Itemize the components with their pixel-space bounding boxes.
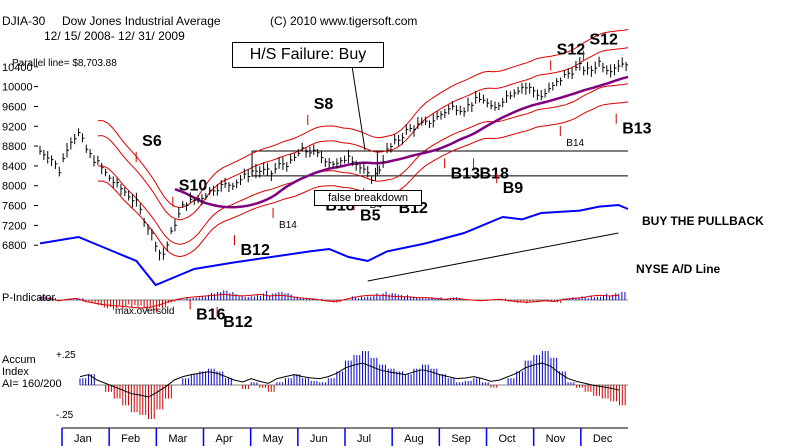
signal-label: B16 <box>196 307 225 324</box>
y-tick-label: 8000 <box>2 181 26 193</box>
hs-failure-label: H/S Failure: Buy <box>249 46 367 63</box>
signal-label: B14 <box>279 220 297 231</box>
signal-label: B18 <box>480 165 509 182</box>
month-label: Apr <box>216 433 233 445</box>
false-breakdown-box: false breakdown <box>314 190 422 206</box>
signal-label: B12 <box>223 314 252 331</box>
signal-label: B9 <box>503 180 524 197</box>
signal-label: S6 <box>142 133 162 150</box>
accum-label-1: Accum <box>2 354 36 366</box>
accum-ma <box>79 362 620 398</box>
p-indicator-ma <box>39 293 619 309</box>
p-indicator-label: P-Indicator <box>2 292 56 304</box>
y-tick-label: 8800 <box>2 141 26 153</box>
accum-plus-label: +.25 <box>56 350 76 361</box>
y-tick-label: 7200 <box>2 220 26 232</box>
accum-minus-label: -.25 <box>56 410 74 421</box>
signal-label: B13 <box>622 121 651 138</box>
signal-label: S8 <box>314 96 334 113</box>
hs-failure-box: H/S Failure: Buy <box>232 42 384 68</box>
month-label: Feb <box>121 433 140 445</box>
signal-label: S12 <box>589 31 618 48</box>
signal-label: B13 <box>451 165 480 182</box>
moving-average-line <box>174 75 629 209</box>
signal-label: B5 <box>360 207 381 224</box>
parallel-line-label: Parallel line= $8,703.88 <box>12 58 117 69</box>
false-breakdown-label: false breakdown <box>327 192 409 204</box>
month-label: Mar <box>168 433 187 445</box>
y-tick-label: 7600 <box>2 201 26 213</box>
y-tick-label: 10000 <box>2 82 33 94</box>
accum-label-3: AI= 160/200 <box>2 378 62 390</box>
chart-index-name: Dow Jones Industrial Average <box>62 14 221 28</box>
buy-pullback-label: BUY THE PULLBACK <box>642 214 764 228</box>
signal-label: S10 <box>179 178 208 195</box>
month-label: Nov <box>546 433 566 445</box>
chart-date-range: 12/ 15/ 2008- 12/ 31/ 2009 <box>44 29 185 43</box>
ad-line <box>39 203 629 287</box>
nyse-ad-label: NYSE A/D Line <box>636 262 721 276</box>
lower-band-outer <box>97 101 629 258</box>
max-oversold-label: max.oversold <box>115 306 175 317</box>
accum-label-2: Index <box>2 366 29 378</box>
month-label: Jan <box>74 433 92 445</box>
upper-band-inner <box>97 47 629 221</box>
month-label: Dec <box>593 433 613 445</box>
y-tick-label: 8400 <box>2 161 26 173</box>
y-tick-label: 10400 <box>2 62 33 74</box>
signal-label: S12 <box>557 41 586 58</box>
lower-band-inner <box>97 83 629 245</box>
month-label: Oct <box>499 433 516 445</box>
month-label: Aug <box>404 433 424 445</box>
month-label: May <box>263 433 284 445</box>
ad-trendline <box>367 232 619 282</box>
signal-label: B14 <box>566 138 584 149</box>
signal-label: B12 <box>240 242 269 259</box>
chart-symbol: DJIA-30 <box>2 14 46 28</box>
y-tick-label: 9600 <box>2 101 26 113</box>
month-label: Jul <box>357 433 371 445</box>
y-tick-label: 6800 <box>2 240 26 252</box>
month-label: Jun <box>310 433 328 445</box>
chart-copyright: (C) 2010 www.tigersoft.com <box>270 14 418 28</box>
y-tick-label: 9200 <box>2 121 26 133</box>
month-label: Sep <box>451 433 471 445</box>
hs-pointer <box>351 65 366 151</box>
